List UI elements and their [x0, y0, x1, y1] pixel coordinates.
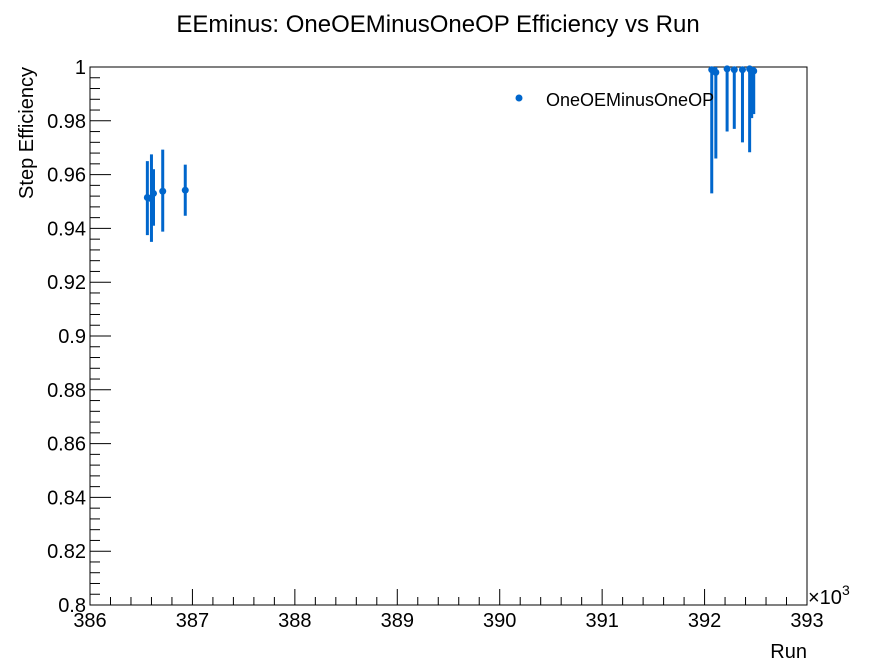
y-axis-label: Step Efficiency	[16, 67, 38, 199]
x-axis-multiplier-base: ×10	[808, 587, 842, 609]
data-point	[723, 65, 731, 73]
x-tick-label: 393	[790, 610, 823, 632]
x-tick-label: 391	[585, 610, 618, 632]
y-tick-label: 0.94	[47, 218, 86, 240]
x-tick-label: 390	[483, 610, 516, 632]
x-tick-label: 388	[278, 610, 311, 632]
y-tick-label: 0.82	[47, 541, 86, 563]
plot-frame	[89, 66, 808, 606]
data-point	[150, 189, 158, 197]
x-axis-label: Run	[770, 641, 807, 663]
y-tick-label: 0.88	[47, 380, 86, 402]
y-tick-label: 0.9	[58, 326, 86, 348]
x-tick-label: 389	[381, 610, 414, 632]
x-tick-label: 386	[73, 610, 106, 632]
y-tick-label: 0.96	[47, 165, 86, 187]
data-point	[712, 68, 720, 76]
legend: OneOEMinusOneOP	[515, 90, 714, 110]
legend-marker	[515, 94, 523, 102]
data-point	[730, 66, 738, 74]
chart-title: EEminus: OneOEMinusOneOP Efficiency vs R…	[176, 11, 699, 38]
y-tick-label: 0.98	[47, 111, 86, 133]
y-tick-label: 0.8	[58, 595, 86, 617]
y-tick-label: 1	[75, 57, 86, 79]
x-tick-label: 387	[176, 610, 209, 632]
data-point	[159, 187, 167, 195]
y-axis: 0.8 0.82 0.84 0.86 0.88 0.9 0.92 0.94 0.96 0.98 1	[47, 57, 111, 617]
x-axis-multiplier-exponent: 3	[842, 582, 850, 598]
data-point	[738, 66, 746, 74]
legend-label: OneOEMinusOneOP	[546, 90, 714, 110]
y-tick-label: 0.84	[47, 487, 86, 509]
series-oneoeminusoneop	[143, 65, 758, 242]
x-axis-multiplier: ×103	[808, 582, 850, 609]
x-tick-label: 392	[688, 610, 721, 632]
y-tick-label: 0.86	[47, 434, 86, 456]
y-tick-label: 0.92	[47, 272, 86, 294]
x-axis: 386 387 388 389 390 391 392 393	[73, 589, 824, 632]
data-point	[181, 186, 189, 194]
data-point	[750, 67, 758, 75]
